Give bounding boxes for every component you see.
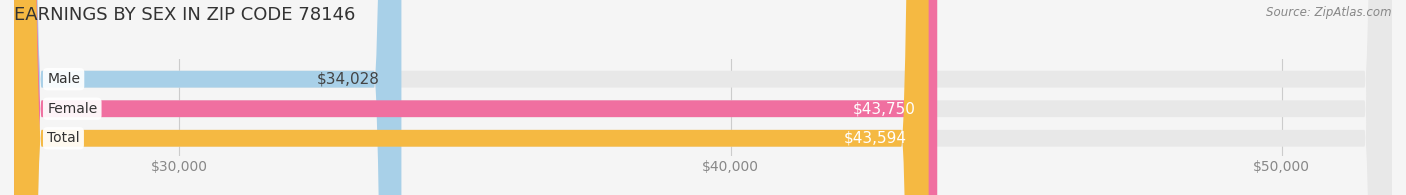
Text: Male: Male bbox=[48, 72, 80, 86]
Text: Female: Female bbox=[48, 102, 97, 116]
Text: $43,750: $43,750 bbox=[852, 101, 915, 116]
Text: $34,028: $34,028 bbox=[316, 72, 380, 87]
Text: Source: ZipAtlas.com: Source: ZipAtlas.com bbox=[1267, 6, 1392, 19]
Text: EARNINGS BY SEX IN ZIP CODE 78146: EARNINGS BY SEX IN ZIP CODE 78146 bbox=[14, 6, 356, 24]
FancyBboxPatch shape bbox=[14, 0, 928, 195]
FancyBboxPatch shape bbox=[14, 0, 1392, 195]
FancyBboxPatch shape bbox=[14, 0, 401, 195]
FancyBboxPatch shape bbox=[14, 0, 1392, 195]
Text: $43,594: $43,594 bbox=[844, 131, 907, 146]
FancyBboxPatch shape bbox=[14, 0, 1392, 195]
Text: Total: Total bbox=[48, 131, 80, 145]
FancyBboxPatch shape bbox=[14, 0, 938, 195]
